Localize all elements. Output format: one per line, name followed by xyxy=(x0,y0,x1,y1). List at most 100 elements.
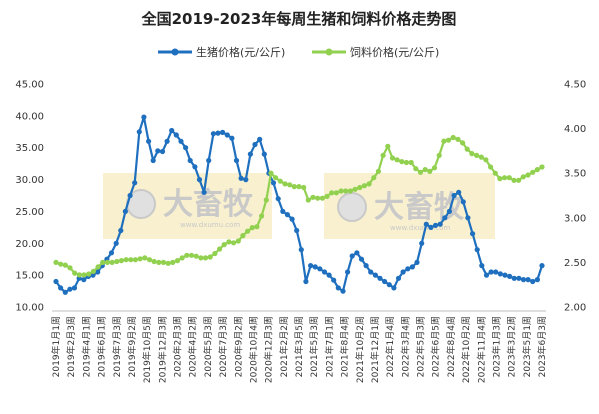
watermark-brand-left: 大畜牧 xyxy=(163,187,254,222)
data-point-hog xyxy=(159,148,166,155)
data-point-hog xyxy=(317,266,323,272)
x-tick-label: 2019年1月1周 xyxy=(50,316,62,377)
data-point-feed xyxy=(217,246,223,252)
data-point-feed xyxy=(539,164,545,170)
data-point-hog xyxy=(53,278,59,285)
data-point-hog xyxy=(95,269,101,275)
data-point-feed xyxy=(469,151,475,157)
data-point-hog xyxy=(220,129,226,135)
data-point-feed xyxy=(156,259,162,265)
data-point-hog xyxy=(428,224,434,230)
data-point-feed xyxy=(366,181,372,187)
legend-item-hog: 生猪价格(元/公斤) xyxy=(158,45,285,59)
data-point-feed xyxy=(231,240,237,246)
data-point-hog xyxy=(252,141,258,148)
data-point-feed xyxy=(445,137,452,143)
y-right-tick-label: 2.00 xyxy=(564,303,586,314)
data-point-hog xyxy=(243,177,249,183)
data-point-hog xyxy=(141,114,147,120)
data-point-hog xyxy=(470,231,476,237)
data-point-hog xyxy=(155,148,161,154)
data-point-hog xyxy=(405,266,411,272)
data-point-feed xyxy=(460,140,466,146)
x-tick-label: 2019年12月3周 xyxy=(156,316,168,383)
data-point-feed xyxy=(431,165,438,171)
data-point-hog xyxy=(164,138,170,144)
data-point-hog xyxy=(132,180,138,186)
data-point-feed xyxy=(123,257,129,263)
x-tick-label: 2022年10月2周 xyxy=(460,316,472,383)
data-point-feed xyxy=(212,250,218,257)
y-right-tick-label: 4.00 xyxy=(564,124,586,135)
data-point-hog xyxy=(127,192,133,199)
data-point-hog xyxy=(363,263,369,269)
data-point-hog xyxy=(201,189,207,195)
data-point-feed xyxy=(483,157,489,163)
x-tick-label: 2021年7月1周 xyxy=(323,316,335,377)
watermarks: 大畜牧 www.dxumu.com 大畜牧 www.dxumu.com xyxy=(103,173,495,239)
data-point-feed xyxy=(53,259,59,265)
data-point-hog xyxy=(539,263,545,269)
data-point-hog xyxy=(270,180,277,186)
data-point-hog xyxy=(136,129,142,135)
data-point-feed xyxy=(146,257,153,263)
data-point-feed xyxy=(422,167,428,173)
data-point-hog xyxy=(303,278,309,285)
x-tick-label: 2022年1月4周 xyxy=(384,316,396,377)
legend-marker-hog xyxy=(171,48,179,56)
x-tick-label: 2019年6月1周 xyxy=(96,316,108,377)
data-point-feed xyxy=(497,176,503,182)
x-tick-label: 2020年9月2周 xyxy=(232,316,244,377)
data-point-feed xyxy=(165,260,171,266)
data-point-feed xyxy=(58,261,64,267)
data-point-feed xyxy=(338,188,344,194)
watermark-url-left: www.dxumu.com xyxy=(180,221,240,229)
legend-label-hog: 生猪价格(元/公斤) xyxy=(196,45,285,59)
data-point-hog xyxy=(247,151,253,157)
data-point-hog xyxy=(67,286,73,292)
data-point-feed xyxy=(118,258,124,264)
data-point-hog xyxy=(423,221,429,227)
data-point-hog xyxy=(483,272,490,278)
data-point-feed xyxy=(249,225,255,231)
data-point-feed xyxy=(399,159,405,165)
x-tick-label: 2020年7月3周 xyxy=(217,316,229,377)
data-point-hog xyxy=(400,269,406,275)
data-point-feed xyxy=(502,175,508,181)
data-point-feed xyxy=(371,175,377,181)
data-point-hog xyxy=(113,240,119,246)
data-point-hog xyxy=(534,277,541,283)
data-point-hog xyxy=(257,136,263,142)
data-point-hog xyxy=(261,151,267,157)
data-point-hog xyxy=(275,196,281,202)
data-point-hog xyxy=(229,135,235,141)
x-tick-label: 2020年4月2周 xyxy=(187,316,199,377)
data-point-hog xyxy=(150,157,156,164)
data-point-hog xyxy=(196,177,203,183)
x-tick-label: 2019年9月2周 xyxy=(126,316,138,377)
data-point-feed xyxy=(361,183,367,189)
series-layer xyxy=(53,114,545,295)
data-point-hog xyxy=(146,138,152,144)
data-point-feed xyxy=(245,228,251,234)
data-point-feed xyxy=(137,256,143,262)
data-point-hog xyxy=(210,131,216,137)
y-axis-right: 2.00 2.50 3.00 3.50 4.00 4.50 xyxy=(564,80,586,314)
x-tick-label: 2020年2月3周 xyxy=(172,316,184,377)
data-point-hog xyxy=(118,227,124,234)
data-point-feed xyxy=(347,188,353,194)
data-point-hog xyxy=(479,263,485,269)
data-point-feed xyxy=(385,143,391,149)
data-point-feed xyxy=(450,134,456,141)
data-point-hog xyxy=(442,215,448,221)
x-tick-label: 2019年7月3周 xyxy=(111,316,123,377)
data-point-feed xyxy=(273,175,279,181)
data-point-hog xyxy=(516,275,522,281)
data-point-feed xyxy=(506,175,512,181)
data-point-feed xyxy=(329,190,335,196)
y-right-tick-label: 3.50 xyxy=(564,169,586,180)
data-point-feed xyxy=(67,265,73,271)
data-point-feed xyxy=(240,233,246,239)
data-point-feed xyxy=(291,184,297,190)
